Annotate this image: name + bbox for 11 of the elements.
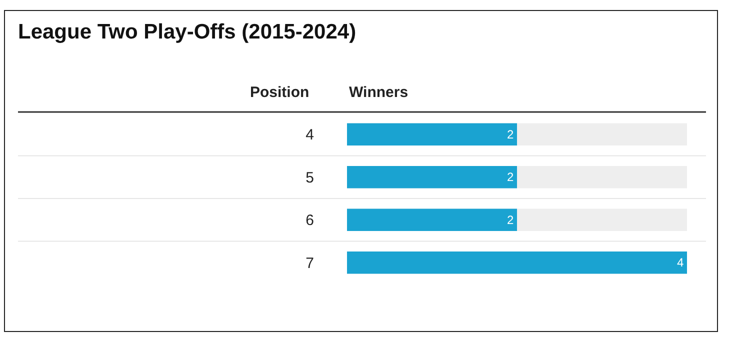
data-label: 2 [507,170,514,184]
data-label: 2 [507,212,514,227]
y-tick-label: 7 [306,254,314,272]
y-tick-label: 6 [306,212,314,230]
data-label: 4 [677,256,684,270]
y-tick-label: 5 [306,169,314,186]
x-axis-title: Winners [349,84,408,101]
y-axis-title: Position [250,84,310,101]
chart-title: League Two Play-Offs (2015-2024) [18,20,356,44]
y-tick-label: 4 [306,126,314,144]
data-label: 2 [507,127,514,142]
